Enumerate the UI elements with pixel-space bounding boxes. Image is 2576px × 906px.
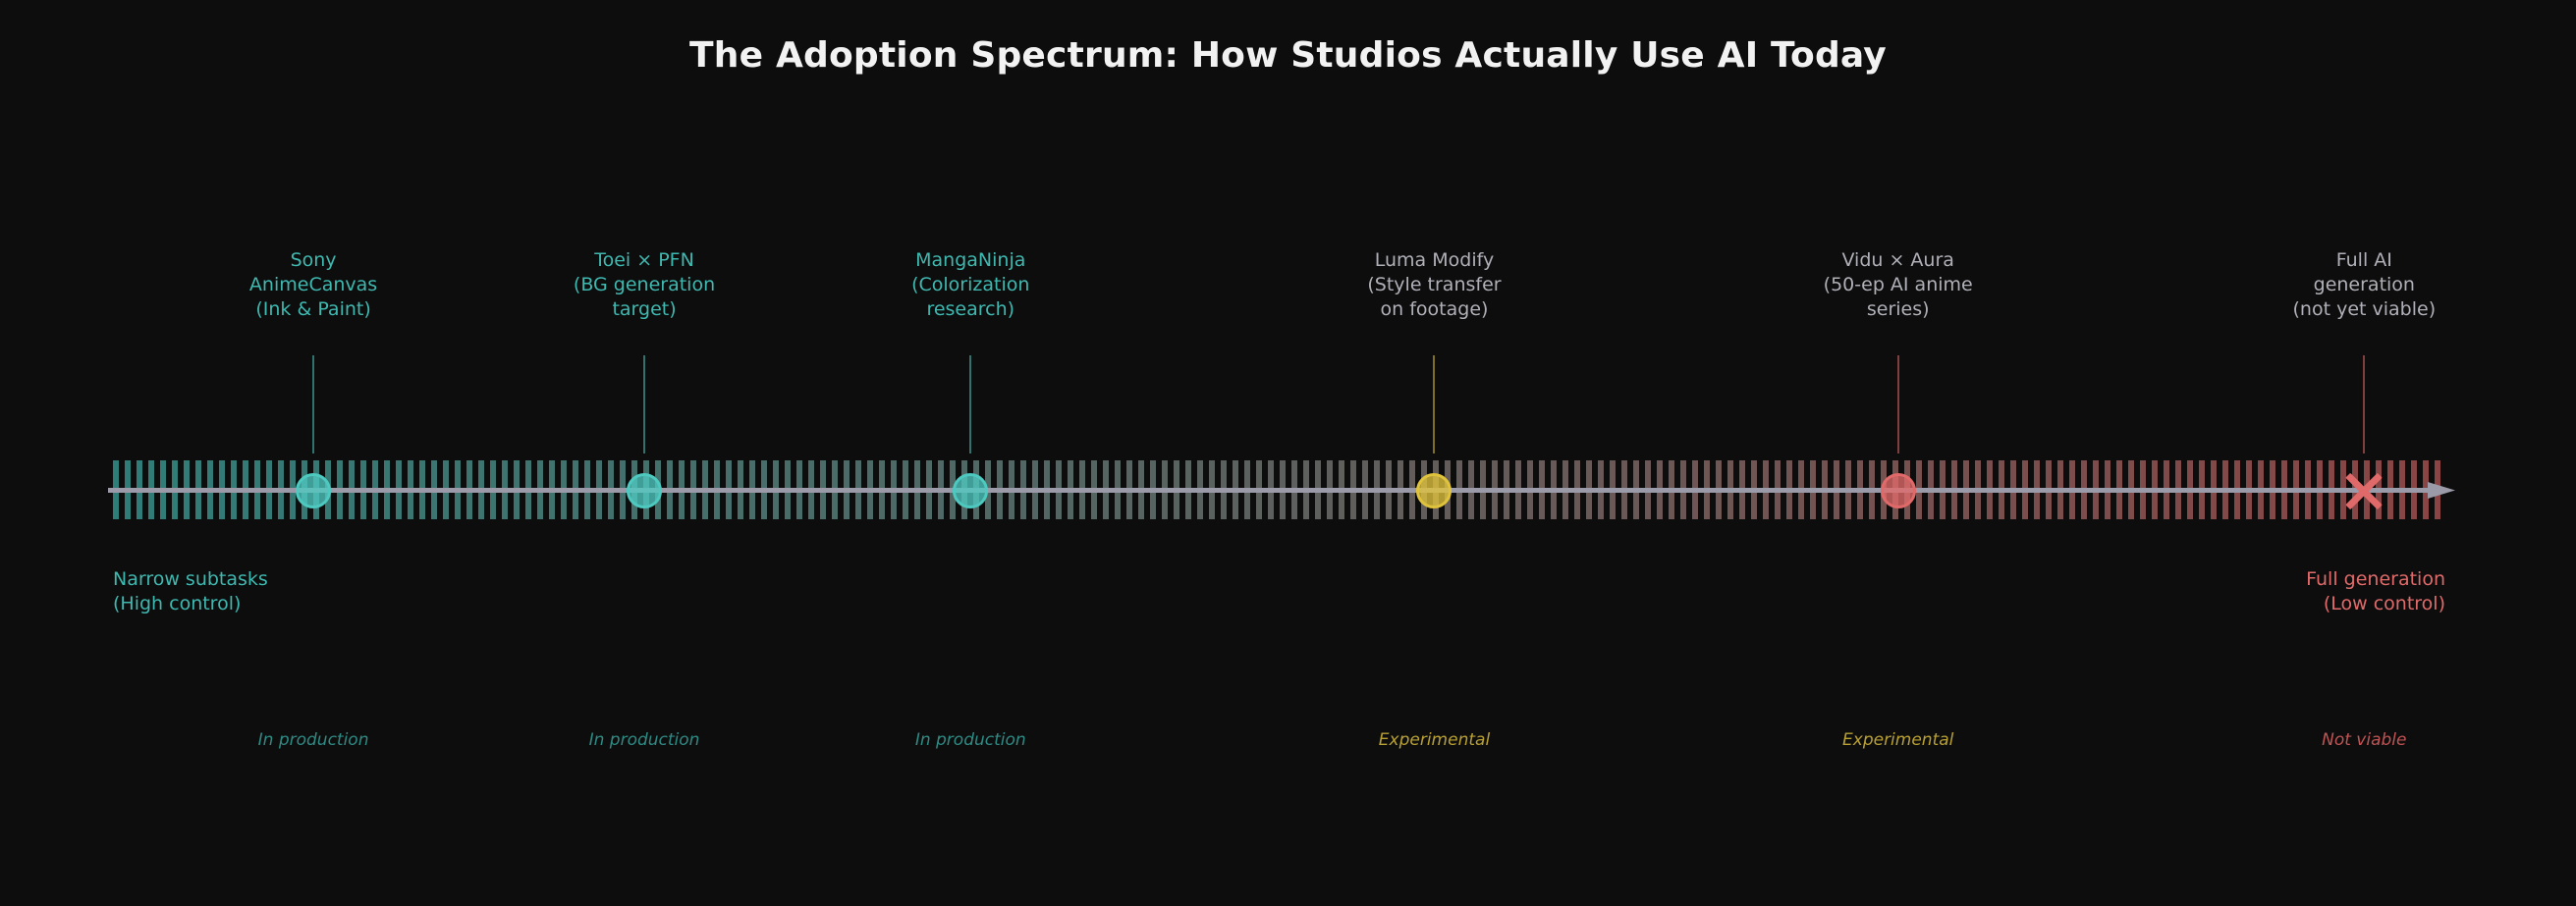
connector-line-luma-modify — [1433, 355, 1436, 453]
status-note-vidu-aura: Experimental — [1842, 730, 1954, 750]
marker-sony[interactable] — [296, 473, 332, 508]
connector-line-sony — [312, 355, 315, 453]
marker-manganinja[interactable] — [953, 473, 989, 508]
cross-icon-full-ai — [2342, 469, 2385, 512]
circle-icon-vidu-aura — [1880, 473, 1916, 508]
status-note-sony: In production — [257, 730, 369, 750]
status-note-manganinja: In production — [914, 730, 1026, 750]
page-title: The Adoption Spectrum: How Studios Actua… — [689, 35, 1887, 76]
axis-arrow — [108, 482, 2455, 499]
connector-line-full-ai — [2363, 355, 2366, 453]
status-note-luma-modify: Experimental — [1378, 730, 1491, 750]
marker-luma-modify[interactable] — [1416, 473, 1452, 508]
item-label-full-ai: Full AI generation (not yet viable) — [2292, 249, 2437, 320]
item-label-manganinja: MangaNinja (Colorization research) — [911, 249, 1030, 320]
endpoint-label-left: Narrow subtasks (High control) — [113, 568, 268, 614]
circle-icon-luma-modify — [1416, 473, 1452, 508]
circle-icon-manganinja — [953, 473, 989, 508]
connector-line-vidu-aura — [1896, 355, 1899, 453]
status-note-toei-pfn: In production — [588, 730, 700, 750]
item-label-luma-modify: Luma Modify (Style transfer on footage) — [1367, 249, 1502, 320]
connector-line-manganinja — [969, 355, 972, 453]
status-note-full-ai: Not viable — [2322, 730, 2407, 750]
item-label-sony: Sony AnimeCanvas (Ink & Paint) — [248, 249, 378, 320]
marker-vidu-aura[interactable] — [1880, 473, 1916, 508]
endpoint-label-right: Full generation (Low control) — [2306, 568, 2445, 614]
circle-icon-toei-pfn — [627, 473, 663, 508]
circle-icon-sony — [296, 473, 332, 508]
marker-full-ai[interactable] — [2342, 469, 2385, 512]
item-label-vidu-aura: Vidu × Aura (50-ep AI anime series) — [1823, 249, 1973, 320]
item-label-toei-pfn: Toei × PFN (BG generation target) — [573, 249, 716, 320]
connector-line-toei-pfn — [643, 355, 646, 453]
marker-toei-pfn[interactable] — [627, 473, 663, 508]
